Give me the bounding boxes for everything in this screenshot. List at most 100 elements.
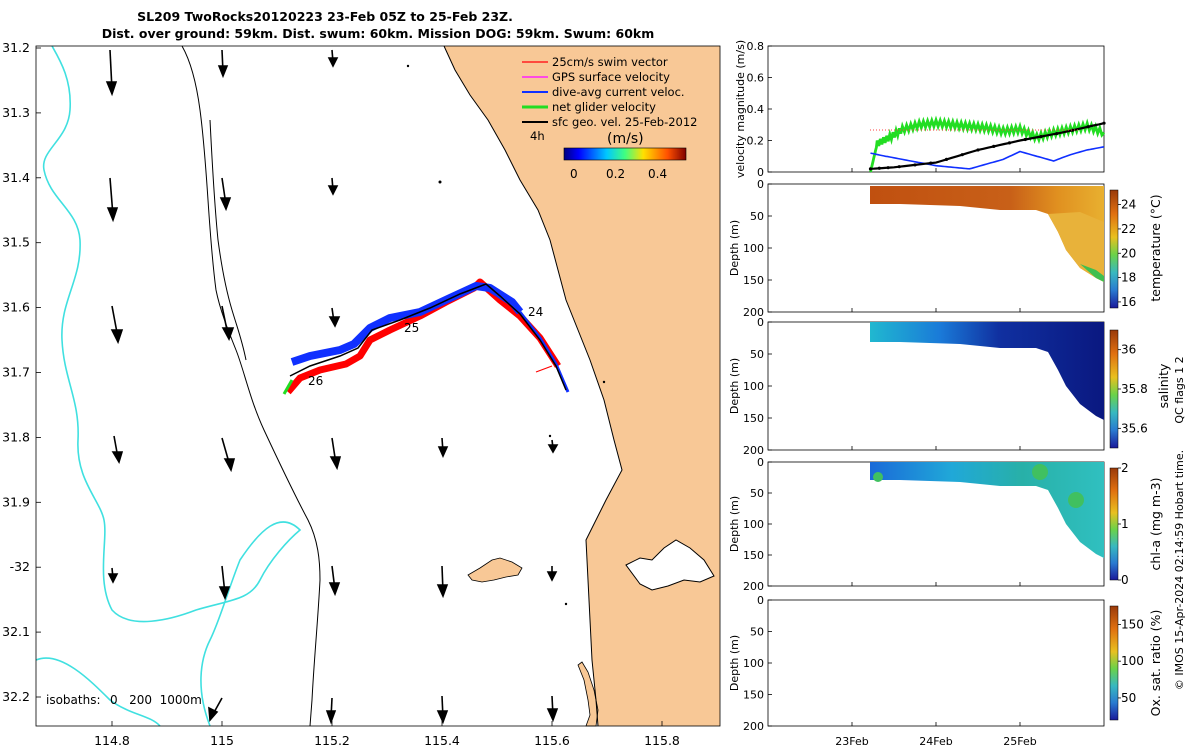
oxygen-yaxis: 0 50 100 150 200 <box>743 594 772 733</box>
temperature-clabel: temperature (°C) <box>1148 194 1163 301</box>
swan-river <box>625 539 715 591</box>
map-panel: 26 25 24 25cm/s swim vector GPS surface … <box>2 40 721 748</box>
temperature-field-deep <box>1048 212 1104 282</box>
oxygen-clabel: Ox. sat. ratio (%) <box>1148 610 1163 717</box>
depth-ytick-label: 150 <box>743 274 764 287</box>
figure-title-line1: SL209 TwoRocks20120223 23-Feb 05Z to 25-… <box>137 9 513 24</box>
depth-ytick-label: 0 <box>757 316 764 329</box>
salinity-ylabel: Depth (m) <box>728 358 741 414</box>
isobaths-note: isobaths: 0 200 1000m <box>46 693 202 707</box>
depth-ytick-label: 50 <box>750 626 764 639</box>
legend-label: sfc geo. vel. 25-Feb-2012 <box>552 115 698 129</box>
track-black <box>289 283 567 391</box>
temperature-ylabel: Depth (m) <box>728 220 741 276</box>
isobath-200m <box>181 45 321 727</box>
salinity-colorbar-ticks: 35.6 35.8 36 <box>1118 343 1148 435</box>
isobaths-label: isobaths: <box>46 693 101 707</box>
temperature-panel: Depth (m) 0 50 100 150 200 16 18 20 22 24 temper… <box>728 178 1163 319</box>
velocity-point <box>868 167 873 171</box>
velocity-ylabel: velocity magnitude (m/s) <box>734 40 747 178</box>
map-lat-axis: 31.2 31.3 31.4 31.5 31.6 31.7 31.8 31.9 -32 32.1 3… <box>2 40 41 704</box>
geo-arrowhead <box>546 708 559 723</box>
geo-velocity-arrows <box>105 49 559 725</box>
oxygen-panel: Depth (m) 0 50 100 150 200 50 100 150 Ox. sat.… <box>728 594 1163 733</box>
island-rottnest <box>467 557 523 583</box>
velocity-point <box>929 161 933 165</box>
chla-colorbar <box>1109 467 1119 581</box>
salinity-panel: Depth (m) 0 50 100 150 200 35.6 35.8 36 salini… <box>728 316 1171 457</box>
legend-label: GPS surface velocity <box>552 70 670 84</box>
chla-field <box>870 462 1104 558</box>
depth-ytick-label: 50 <box>750 487 764 500</box>
velocity-series-line <box>869 115 1106 173</box>
isobath-0m <box>42 45 302 727</box>
day-label: 25 <box>404 321 419 335</box>
colorbar-tick-label: 36 <box>1121 343 1136 357</box>
velocity-point <box>897 165 901 169</box>
figure-title-line2: Dist. over ground: 59km. Dist. swum: 60k… <box>102 26 655 41</box>
temperature-colorbar-ticks: 16 18 20 22 24 <box>1118 198 1136 309</box>
colorbar-tick-label: 1 <box>1121 517 1129 531</box>
velocity-yaxis: 0 0.2 0.4 0.6 0.8 <box>747 40 772 179</box>
velocity-point <box>1070 128 1075 132</box>
velocity-point <box>1039 134 1043 139</box>
velocity-point <box>877 166 881 170</box>
depth-ytick-label: 0 <box>757 456 764 469</box>
lat-tick-label: 31.2 <box>2 40 30 55</box>
oxygen-colorbar <box>1109 605 1119 721</box>
lat-tick-label: 31.9 <box>2 494 30 509</box>
legend-time-label: 4h <box>530 129 545 143</box>
velocity-point <box>960 153 964 157</box>
colorbar-tick-label: 18 <box>1121 271 1136 285</box>
lat-tick-label: 31.3 <box>2 105 30 120</box>
qc-flags-label: QC flags 1 2 <box>1173 356 1186 423</box>
colorbar-unit: (m/s) <box>607 131 644 147</box>
credit-label: © IMOS 15-Apr-2024 02:14:59 Hobart time. <box>1173 450 1186 690</box>
temperature-yaxis: 0 50 100 150 200 <box>743 178 772 319</box>
colorbar-tick-label: 35.6 <box>1121 421 1148 435</box>
salinity-clabel: salinity <box>1156 363 1171 408</box>
isobaths-values: 0 200 1000m <box>110 693 202 707</box>
velocity-ytick-label: 0 <box>757 166 764 179</box>
velocity-point <box>1007 141 1012 145</box>
depth-ytick-label: 150 <box>743 412 764 425</box>
lat-tick-label: 31.6 <box>2 300 30 315</box>
colorbar-tick-label: 16 <box>1121 295 1136 309</box>
geo-arrowhead <box>328 316 341 328</box>
geo-arrowhead <box>325 710 337 725</box>
depth-ytick-label: 150 <box>743 549 764 562</box>
depth-ytick-label: 50 <box>750 348 764 361</box>
velocity-point <box>944 157 949 161</box>
velocity-point <box>913 163 917 167</box>
geo-arrowhead <box>105 81 118 97</box>
chla-patch <box>873 472 883 482</box>
swim-vector-red-small <box>535 365 553 373</box>
geo-arrowhead <box>219 197 232 212</box>
geo-arrowhead <box>223 458 236 473</box>
isobath-0m-b <box>35 657 161 727</box>
reef-dot <box>548 434 552 438</box>
colorbar-tick: 0.4 <box>648 167 667 181</box>
velocity-point <box>1023 137 1027 142</box>
temperature-colorbar <box>1109 189 1119 309</box>
geo-arrowhead <box>436 584 449 599</box>
lat-tick-label: 32.1 <box>2 624 30 639</box>
reef-dot <box>564 602 568 606</box>
lon-tick-label: 115.4 <box>424 733 460 748</box>
geo-arrowhead <box>327 57 339 68</box>
lat-tick-label: 31.7 <box>2 365 30 380</box>
geo-arrowhead <box>221 327 235 341</box>
geo-arrowhead <box>111 451 124 464</box>
velocity-ytick-label: 0.8 <box>747 40 765 53</box>
depth-ytick-label: 200 <box>743 720 764 733</box>
geo-arrowhead <box>329 456 342 471</box>
salinity-field <box>870 322 1104 420</box>
lon-tick-label: 114.8 <box>94 733 130 748</box>
chla-patch <box>1068 492 1084 508</box>
colorbar-tick-label: 22 <box>1121 222 1136 236</box>
depth-ytick-label: 150 <box>743 689 764 702</box>
velocity-point <box>976 148 980 152</box>
depth-ytick-label: 200 <box>743 580 764 593</box>
velocity-point <box>1055 132 1059 136</box>
